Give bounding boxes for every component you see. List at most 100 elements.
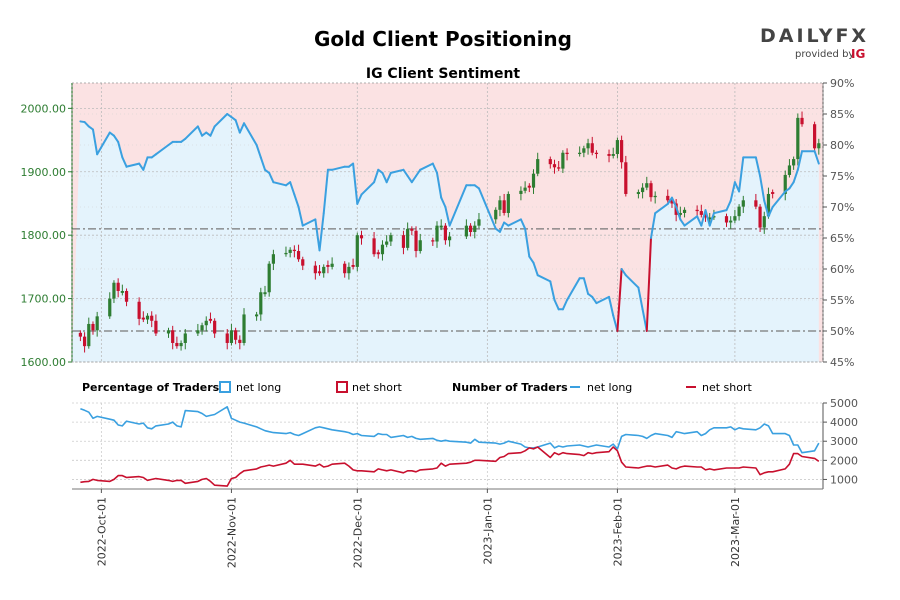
candle-body xyxy=(447,236,452,241)
pct-segment xyxy=(666,196,673,205)
candle xyxy=(183,329,187,350)
candle xyxy=(175,336,179,349)
pct-segment xyxy=(675,206,682,221)
candle xyxy=(519,186,523,201)
candle xyxy=(267,261,271,297)
candle xyxy=(498,195,502,217)
candle xyxy=(330,257,334,270)
price-tick-label: 1800.00 xyxy=(21,229,67,242)
candle-body xyxy=(95,316,99,331)
legend-num-long-label: net long xyxy=(587,381,632,394)
candle-body xyxy=(443,225,448,241)
legend-pct-long-swatch xyxy=(219,381,231,393)
candle xyxy=(112,280,116,304)
candle xyxy=(292,245,296,258)
candle-body xyxy=(624,162,628,194)
candle-body xyxy=(473,225,477,233)
candle xyxy=(640,183,645,199)
candle-body xyxy=(82,336,87,347)
pct-segment xyxy=(624,274,640,289)
candle xyxy=(288,247,292,258)
candle xyxy=(95,311,99,337)
candle-body xyxy=(645,183,649,188)
candle xyxy=(238,335,242,350)
count-tick-label: 3000 xyxy=(830,435,858,448)
candle xyxy=(355,232,359,272)
count-net-long-line xyxy=(80,406,820,454)
pct-segment xyxy=(654,202,669,215)
candle-body xyxy=(418,240,422,252)
candle-body xyxy=(406,228,410,248)
candle xyxy=(418,233,422,254)
pct-segment xyxy=(498,221,506,233)
candle xyxy=(317,264,322,276)
pct-segment xyxy=(360,181,376,196)
candle-body xyxy=(234,330,238,340)
candle-body xyxy=(817,143,821,149)
candle-body xyxy=(292,249,296,252)
pct-segment xyxy=(440,196,447,208)
candle xyxy=(234,327,238,345)
chart-subtitle: IG Client Sentiment xyxy=(366,66,521,82)
candle-body xyxy=(611,154,615,156)
candle-body xyxy=(229,330,234,343)
pct-segment xyxy=(402,168,409,177)
candle xyxy=(259,287,263,321)
candle-body xyxy=(766,193,771,217)
candle xyxy=(703,212,708,222)
candle-body xyxy=(502,200,506,213)
pct-segment xyxy=(519,218,527,230)
candle-body xyxy=(380,244,385,255)
pct-tick-label: 55% xyxy=(830,294,854,307)
pct-segment xyxy=(268,171,275,184)
candle xyxy=(385,235,389,248)
candle xyxy=(225,329,229,350)
candle xyxy=(477,212,481,229)
candle-body xyxy=(200,325,204,331)
pct-segment xyxy=(410,175,418,184)
candle-body xyxy=(137,301,141,319)
candle xyxy=(678,206,682,218)
candle-body xyxy=(372,238,376,255)
candle-body xyxy=(708,217,712,220)
candle xyxy=(343,261,347,278)
pct-segment xyxy=(121,156,128,168)
pct-segment xyxy=(788,181,795,190)
pct-segment xyxy=(238,122,246,134)
pct-segment xyxy=(704,209,711,227)
pct-segment xyxy=(184,125,199,140)
pct-segment xyxy=(444,206,451,227)
pct-tick-label: 65% xyxy=(830,232,854,245)
pct-segment xyxy=(234,119,241,134)
candle xyxy=(380,240,385,261)
candle xyxy=(200,322,204,335)
candle-body xyxy=(607,154,611,156)
candle-body xyxy=(171,330,175,343)
candle-body xyxy=(531,173,536,188)
pct-segment xyxy=(318,212,325,252)
price-tick-label: 2000.00 xyxy=(21,102,67,115)
pct-segment xyxy=(243,122,258,146)
candle xyxy=(741,195,745,213)
candle xyxy=(229,323,234,346)
candle xyxy=(154,314,158,337)
pct-segment xyxy=(213,113,229,128)
candle-body xyxy=(594,152,599,155)
pct-segment xyxy=(431,162,439,174)
count-tick-label: 2000 xyxy=(830,454,858,467)
candle-body xyxy=(385,241,389,245)
candle-body xyxy=(108,298,112,317)
pct-segment xyxy=(142,156,149,171)
candle xyxy=(196,323,200,337)
candle-body xyxy=(666,195,670,201)
candle-body xyxy=(724,216,729,223)
pct-segment xyxy=(373,168,380,184)
candle-body xyxy=(322,266,326,274)
pct-segment xyxy=(754,156,762,177)
candle-body xyxy=(582,148,586,153)
pct-segment xyxy=(637,286,644,311)
pct-segment xyxy=(385,171,392,184)
candle xyxy=(166,327,171,338)
pct-segment xyxy=(725,199,732,212)
legend-num-short-label: net short xyxy=(702,381,753,394)
